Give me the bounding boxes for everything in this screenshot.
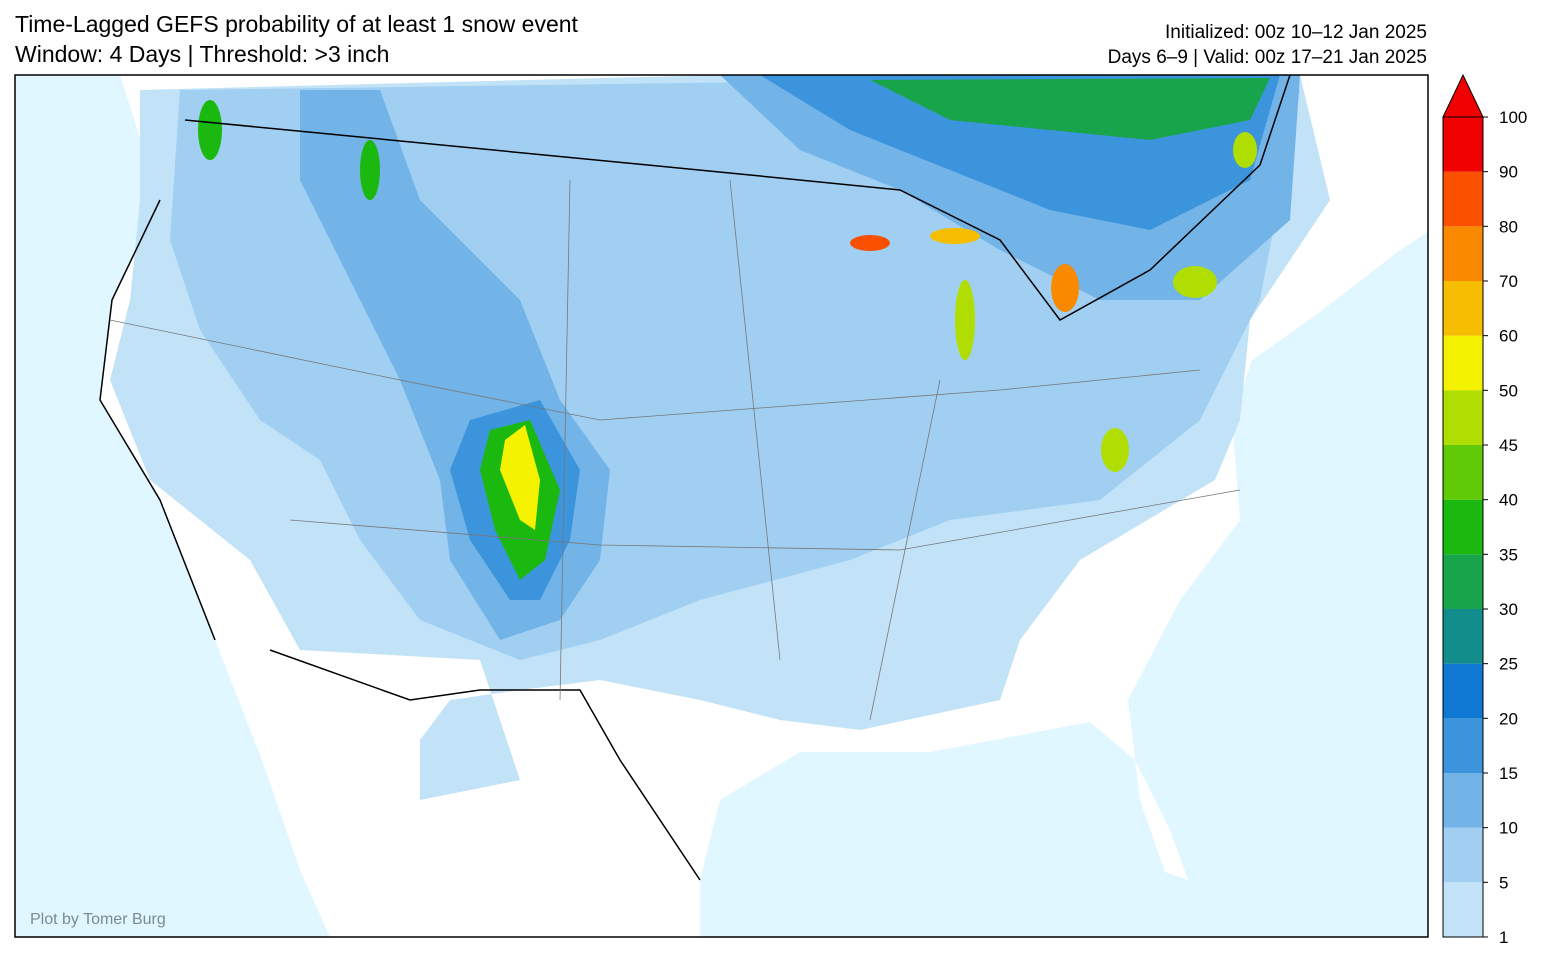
- colorbar-segment: [1443, 718, 1483, 773]
- subtitle: Window: 4 Days | Threshold: >3 inch: [15, 41, 389, 67]
- colorbar-segment: [1443, 609, 1483, 664]
- colorbar-tick-label: 70: [1499, 272, 1518, 291]
- snow-probability-shading: [110, 75, 1330, 800]
- colorbar-tick-label: 25: [1499, 655, 1518, 674]
- colorbar-frame: [1442, 116, 1484, 938]
- colorbar-tick-label: 50: [1499, 381, 1518, 400]
- colorbar-segment: [1443, 390, 1483, 445]
- colorbar-tick-label: 20: [1499, 709, 1518, 728]
- colorbar-segment: [1443, 773, 1483, 828]
- colorbar-segment: [1443, 499, 1483, 555]
- colorbar-tick-label: 90: [1499, 163, 1518, 182]
- colorbar-segment: [1443, 882, 1483, 937]
- credit: Plot by Tomer Burg: [30, 911, 166, 928]
- colorbar-segment: [1443, 171, 1483, 227]
- colorbar-extension: [1442, 73, 1484, 118]
- colorbar-segment: [1443, 445, 1483, 500]
- colorbar-segment: [1443, 554, 1483, 609]
- borders: [99, 75, 1291, 881]
- colorbar-tick-label: 40: [1499, 491, 1518, 510]
- colorbar-segment: [1443, 117, 1483, 172]
- colorbar-tick-label: 1: [1499, 928, 1508, 947]
- colorbar-tick-label: 35: [1499, 545, 1518, 564]
- title: Time-Lagged GEFS probability of at least…: [15, 11, 579, 37]
- state-lines: [109, 179, 1241, 721]
- map: Plot by Tomer Burg: [15, 75, 1428, 937]
- colorbar-segment: [1443, 281, 1483, 336]
- colorbar-segment: [1443, 827, 1483, 883]
- colorbar-tick-label: 5: [1499, 873, 1508, 892]
- colorbar-tick-label: 100: [1499, 108, 1527, 127]
- colorbar-tick-label: 30: [1499, 600, 1518, 619]
- init-time: Initialized: 00z 10–12 Jan 2025: [1165, 22, 1427, 43]
- colorbar-segment: [1443, 663, 1483, 719]
- valid-time: Days 6–9 | Valid: 00z 17–21 Jan 2025: [1108, 47, 1427, 68]
- colorbar-tick-label: 15: [1499, 764, 1518, 783]
- colorbar-segment: [1443, 226, 1483, 281]
- colorbar-segment: [1443, 335, 1483, 391]
- colorbar-tick-label: 80: [1499, 217, 1518, 236]
- colorbar-tick-label: 10: [1499, 819, 1518, 838]
- colorbar-tick-label: 60: [1499, 327, 1518, 346]
- map-frame: [14, 74, 1429, 938]
- colorbar-tick-label: 45: [1499, 436, 1518, 455]
